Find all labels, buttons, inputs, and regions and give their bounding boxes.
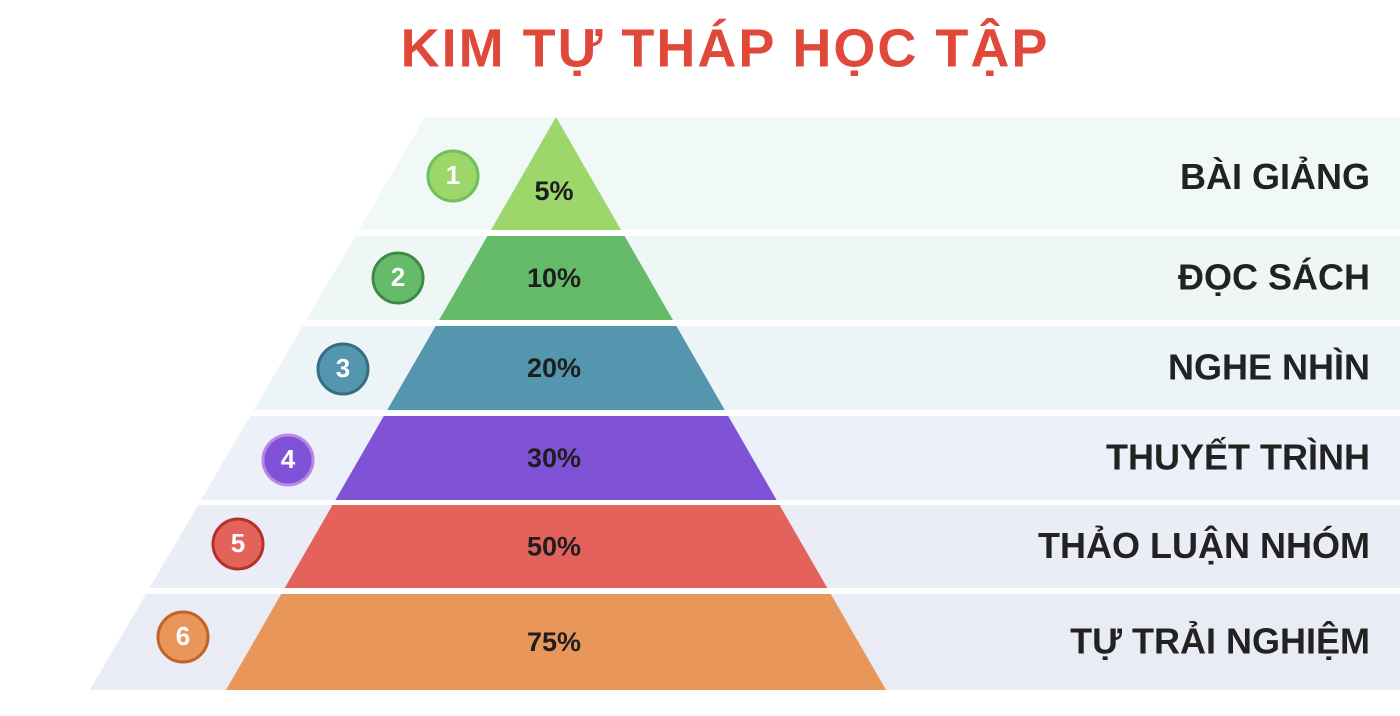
step-number: 5 — [231, 528, 245, 558]
step-number: 3 — [336, 353, 350, 383]
percent: 10% — [527, 263, 581, 293]
level-label: ĐỌC SÁCH — [1178, 257, 1370, 298]
level-label: TỰ TRẢI NGHIỆM — [1070, 620, 1370, 662]
pyramid-segment — [284, 505, 828, 588]
percent: 20% — [527, 353, 581, 383]
pyramid-segment — [490, 117, 622, 230]
pyramid-segment — [335, 416, 777, 500]
step-badge — [156, 610, 210, 664]
percent: 75% — [527, 627, 581, 657]
step-number: 6 — [176, 621, 190, 651]
level-label: THUYẾT TRÌNH — [1106, 437, 1370, 478]
pyramid-segment — [439, 236, 673, 320]
step-badge — [316, 342, 370, 396]
row-band — [358, 117, 1400, 230]
step-number: 2 — [391, 262, 405, 292]
step-badge — [371, 251, 425, 305]
step-number: 4 — [281, 444, 296, 474]
pyramid-segment — [225, 594, 887, 690]
step-badge — [261, 433, 315, 487]
step-number: 1 — [446, 160, 460, 190]
percent: 50% — [527, 532, 581, 562]
percent: 30% — [527, 443, 581, 473]
level-label: NGHE NHÌN — [1168, 347, 1370, 388]
percent: 5% — [534, 176, 573, 206]
pyramid-segment — [387, 326, 725, 410]
title: KIM TỰ THÁP HỌC TẬP — [401, 17, 1050, 78]
level-label: THẢO LUẬN NHÓM — [1038, 524, 1370, 566]
level-label: BÀI GIẢNG — [1180, 156, 1370, 197]
step-badge — [211, 517, 265, 571]
step-badge — [426, 149, 480, 203]
